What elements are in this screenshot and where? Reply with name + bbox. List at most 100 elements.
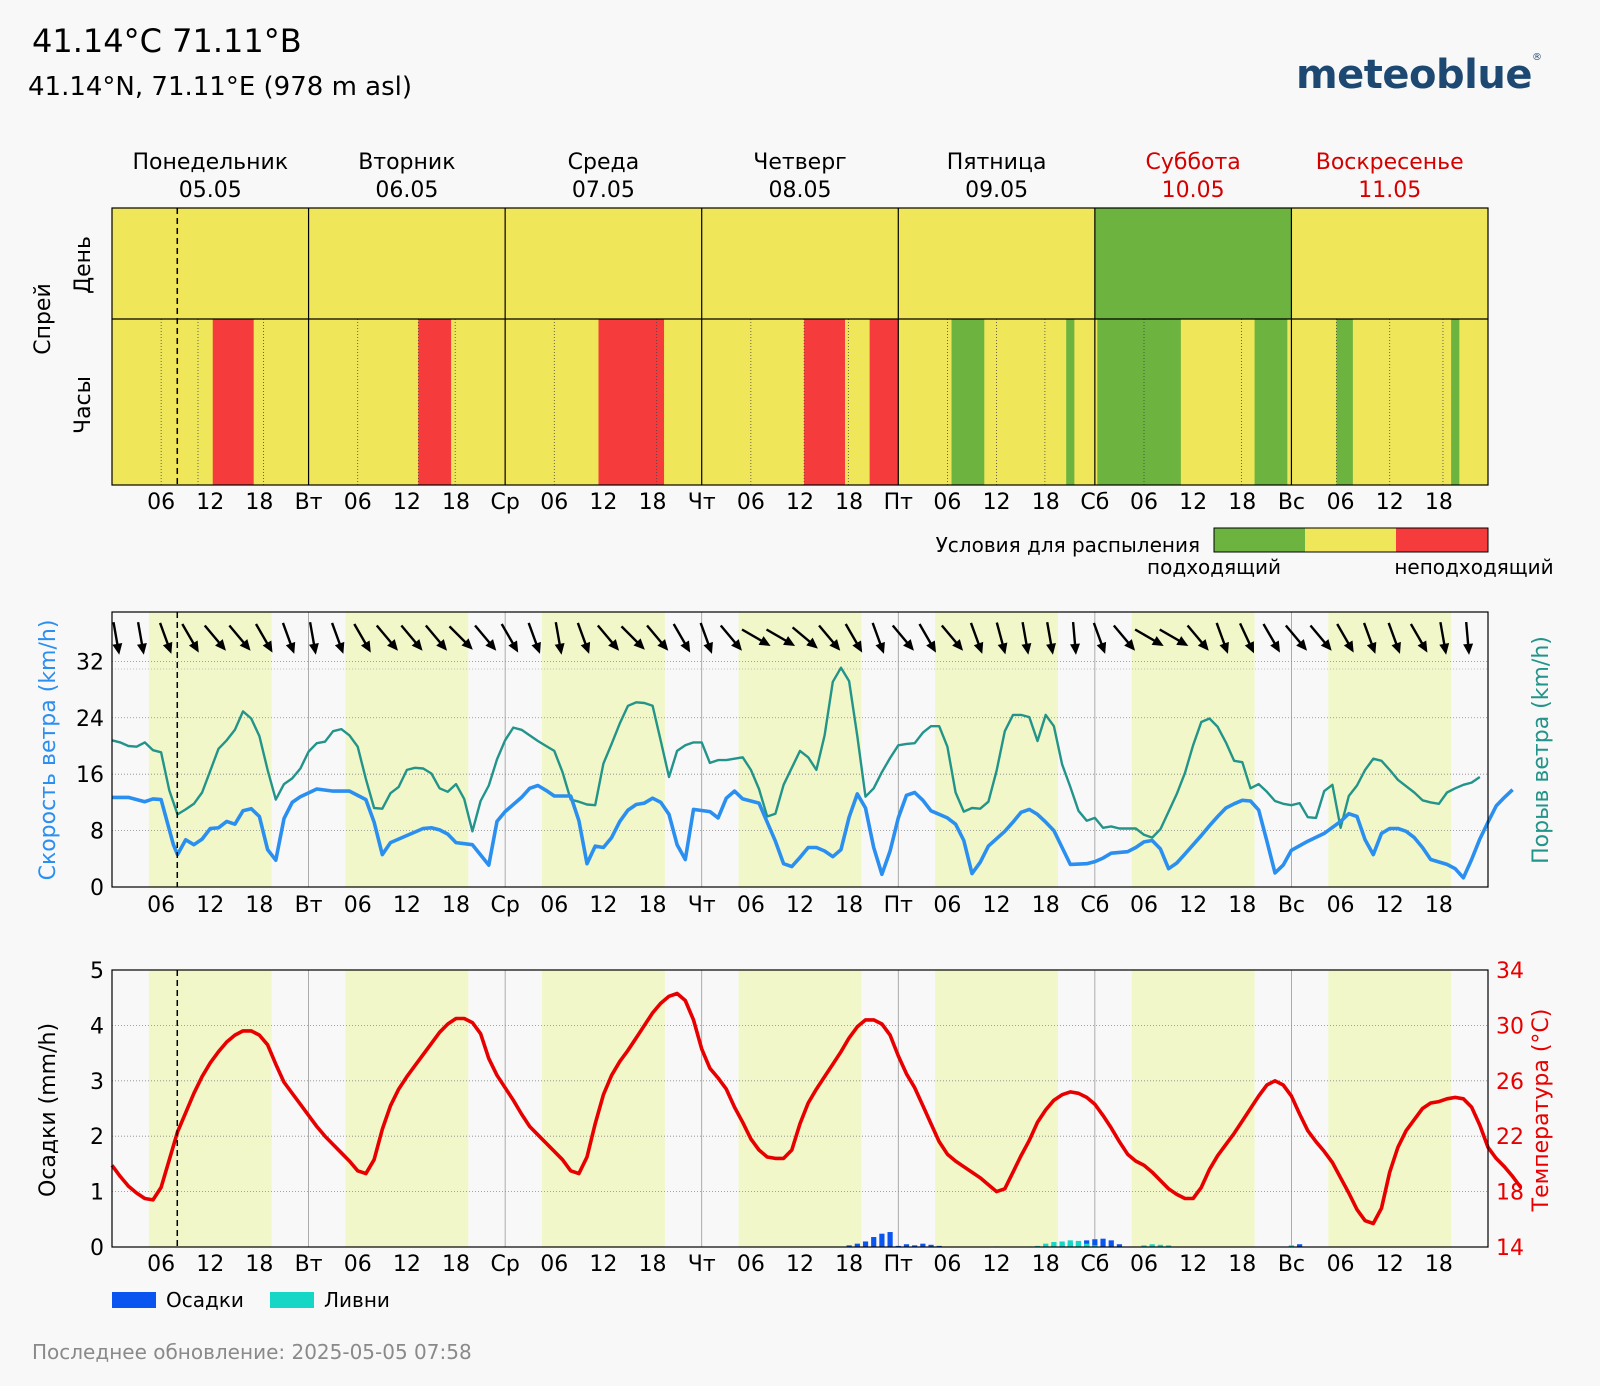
wind-axis-hour-tick: 18 — [1032, 893, 1060, 918]
wind-arrow-head — [1244, 641, 1255, 654]
spray-hour-segment[interactable] — [1451, 319, 1460, 485]
day-date-0: 05.05 — [179, 178, 242, 203]
spray-hour-segment[interactable] — [1097, 319, 1181, 485]
spray-day-cell[interactable] — [1094, 208, 1292, 319]
precip-bar — [887, 1232, 893, 1247]
spray-hour-segment[interactable] — [212, 319, 254, 485]
spray-hour-segment[interactable] — [1254, 319, 1288, 485]
temp-axis-label: Температура (°C) — [1529, 1009, 1554, 1213]
precip-axis-day-abbr-3: Чт — [688, 1252, 716, 1277]
wind-speed-axis-label: Скорость ветра (km/h) — [36, 620, 61, 881]
spray-day-cell[interactable] — [308, 208, 506, 319]
precip-axis-hour-tick: 06 — [933, 1252, 961, 1277]
wind-direction-arrow — [1463, 621, 1474, 655]
wind-arrow-head — [508, 640, 519, 653]
shower-bar — [1149, 1244, 1155, 1247]
day-date-2: 07.05 — [572, 178, 635, 203]
precip-bar — [846, 1245, 852, 1247]
wind-direction-arrow — [474, 624, 497, 651]
spray-axis-hour-tick: 12 — [589, 490, 617, 515]
wind-y-tick: 16 — [76, 763, 104, 788]
wind-direction-arrow — [969, 622, 984, 654]
precip-bar — [871, 1237, 877, 1247]
spray-day-cell[interactable] — [898, 208, 1095, 319]
spray-hour-segment[interactable] — [1066, 319, 1075, 485]
wind-arrow-head — [136, 643, 147, 655]
shower-bar — [1165, 1245, 1172, 1247]
wind-axis-hour-tick: 18 — [245, 893, 273, 918]
shower-bar — [1051, 1242, 1057, 1247]
wind-direction-arrow — [940, 624, 964, 651]
wind-arrow-head — [875, 641, 885, 654]
precip-daylight-band — [148, 970, 272, 1247]
wind-direction-arrow — [400, 624, 423, 651]
spray-hour-segment[interactable] — [1336, 319, 1353, 485]
spray-day-cell[interactable] — [1291, 208, 1488, 319]
wind-direction-arrow — [375, 624, 398, 651]
spray-axis-hour-tick: 18 — [835, 490, 863, 515]
spray-axis-hour-tick: 12 — [1376, 490, 1404, 515]
spray-axis-hour-tick: 18 — [442, 490, 470, 515]
last-update-text: Последнее обновление: 2025-05-05 07:58 — [32, 1340, 472, 1364]
spray-legend-suitable — [1214, 528, 1305, 552]
wind-arrow-head — [215, 639, 226, 651]
spray-day-cell[interactable] — [112, 208, 309, 319]
spray-legend-unsuitable — [1396, 528, 1488, 552]
wind-direction-arrow — [1387, 622, 1401, 654]
meteoblue-logo[interactable]: meteoblue® — [1296, 52, 1542, 98]
spray-axis-hour-tick: 12 — [196, 490, 224, 515]
precip-axis-hour-tick: 06 — [737, 1252, 765, 1277]
shower-bar — [1084, 1243, 1090, 1247]
precip-y-tick: 2 — [90, 1125, 104, 1150]
shower-bar — [1059, 1241, 1065, 1247]
wind-axis-day-abbr-5: Сб — [1080, 893, 1109, 918]
wind-axis-hour-tick: 12 — [1179, 893, 1207, 918]
wind-arrow-head — [1343, 640, 1354, 653]
wind-direction-arrow — [424, 624, 448, 651]
wind-arrow-head — [461, 638, 473, 650]
spray-legend-low: подходящий — [1147, 555, 1281, 579]
wind-arrow-head — [188, 640, 199, 653]
wind-y-tick: 8 — [90, 820, 104, 845]
spray-hour-segment[interactable] — [951, 319, 985, 485]
spray-day-cell[interactable] — [701, 208, 899, 319]
spray-hour-segment[interactable] — [418, 319, 452, 485]
precip-axis-day-abbr-5: Сб — [1080, 1252, 1109, 1277]
legend-precip-label: Осадки — [166, 1288, 244, 1312]
precip-y-tick: 1 — [90, 1181, 104, 1206]
precip-bar — [1092, 1239, 1098, 1247]
spray-day-cell[interactable] — [505, 208, 702, 319]
wind-axis-hour-tick: 06 — [540, 893, 568, 918]
spray-axis-hour-tick: 18 — [1032, 490, 1060, 515]
spray-hour-segment[interactable] — [869, 319, 899, 485]
spray-axis-hour-tick: 12 — [1179, 490, 1207, 515]
wind-direction-arrow — [719, 624, 742, 651]
wind-axis-day-abbr-4: Пт — [884, 893, 914, 918]
day-date-5: 10.05 — [1162, 178, 1225, 203]
wind-direction-arrow — [136, 622, 147, 655]
precip-axis-hour-tick: 12 — [1179, 1252, 1207, 1277]
spray-hour-segment[interactable] — [804, 319, 846, 485]
wind-arrow-head — [1463, 643, 1474, 655]
wind-axis-hour-tick: 06 — [344, 893, 372, 918]
precip-bar — [920, 1243, 926, 1247]
wind-axis-hour-tick: 18 — [1425, 893, 1453, 918]
legend-shower-swatch — [270, 1292, 314, 1308]
wind-direction-arrow — [995, 622, 1008, 655]
spray-hour-segment[interactable] — [598, 319, 665, 485]
spray-axis-hour-tick: 18 — [639, 490, 667, 515]
precip-y-tick: 4 — [90, 1014, 104, 1039]
shower-bar — [1043, 1243, 1049, 1247]
wind-y-tick: 32 — [76, 650, 104, 675]
spray-row-hours-label: Часы — [71, 376, 96, 434]
wind-daylight-band — [542, 612, 665, 887]
precip-axis-hour-tick: 12 — [786, 1252, 814, 1277]
wind-direction-arrow — [448, 625, 473, 650]
wind-speed-line — [112, 783, 1514, 880]
wind-arrow-head — [360, 640, 371, 653]
wind-arrow-head — [608, 639, 620, 651]
wind-direction-arrow — [112, 622, 123, 655]
precip-axis-label: Осадки (mm/h) — [36, 1023, 61, 1197]
day-name-6: Воскресенье — [1316, 150, 1464, 175]
